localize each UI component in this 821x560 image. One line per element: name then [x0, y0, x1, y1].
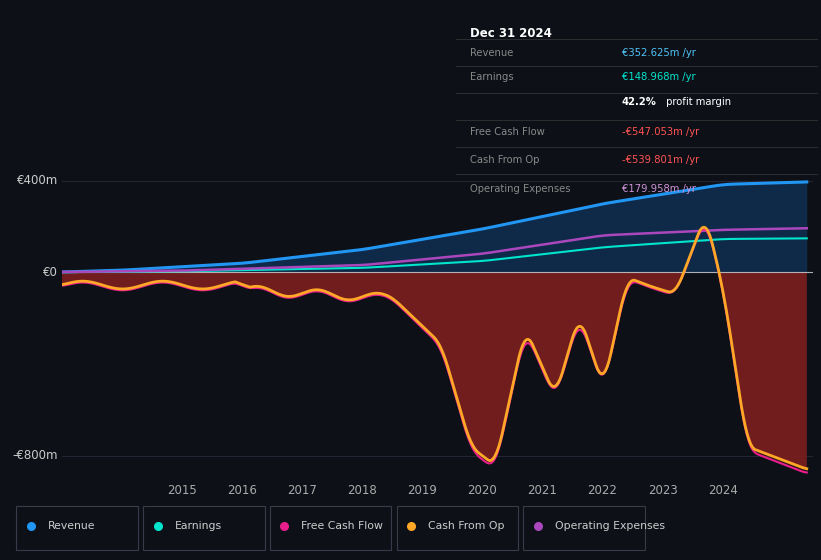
Text: Cash From Op: Cash From Op: [470, 155, 539, 165]
Text: Revenue: Revenue: [48, 521, 95, 531]
Text: -€800m: -€800m: [12, 449, 57, 463]
Text: 42.2%: 42.2%: [621, 97, 657, 107]
Text: profit margin: profit margin: [663, 97, 732, 107]
Text: Earnings: Earnings: [175, 521, 222, 531]
Text: €352.625m /yr: €352.625m /yr: [621, 48, 695, 58]
Text: €179.958m /yr: €179.958m /yr: [621, 184, 695, 194]
Text: Operating Expenses: Operating Expenses: [470, 184, 571, 194]
Text: Free Cash Flow: Free Cash Flow: [470, 127, 545, 137]
Text: €148.968m /yr: €148.968m /yr: [621, 72, 695, 82]
Text: Free Cash Flow: Free Cash Flow: [301, 521, 383, 531]
Text: Operating Expenses: Operating Expenses: [555, 521, 665, 531]
Text: €400m: €400m: [16, 174, 57, 187]
Text: -€547.053m /yr: -€547.053m /yr: [621, 127, 699, 137]
Text: €0: €0: [43, 266, 57, 279]
Text: Cash From Op: Cash From Op: [429, 521, 505, 531]
Text: Earnings: Earnings: [470, 72, 514, 82]
Text: Dec 31 2024: Dec 31 2024: [470, 27, 552, 40]
Text: -€539.801m /yr: -€539.801m /yr: [621, 155, 699, 165]
Text: Revenue: Revenue: [470, 48, 513, 58]
